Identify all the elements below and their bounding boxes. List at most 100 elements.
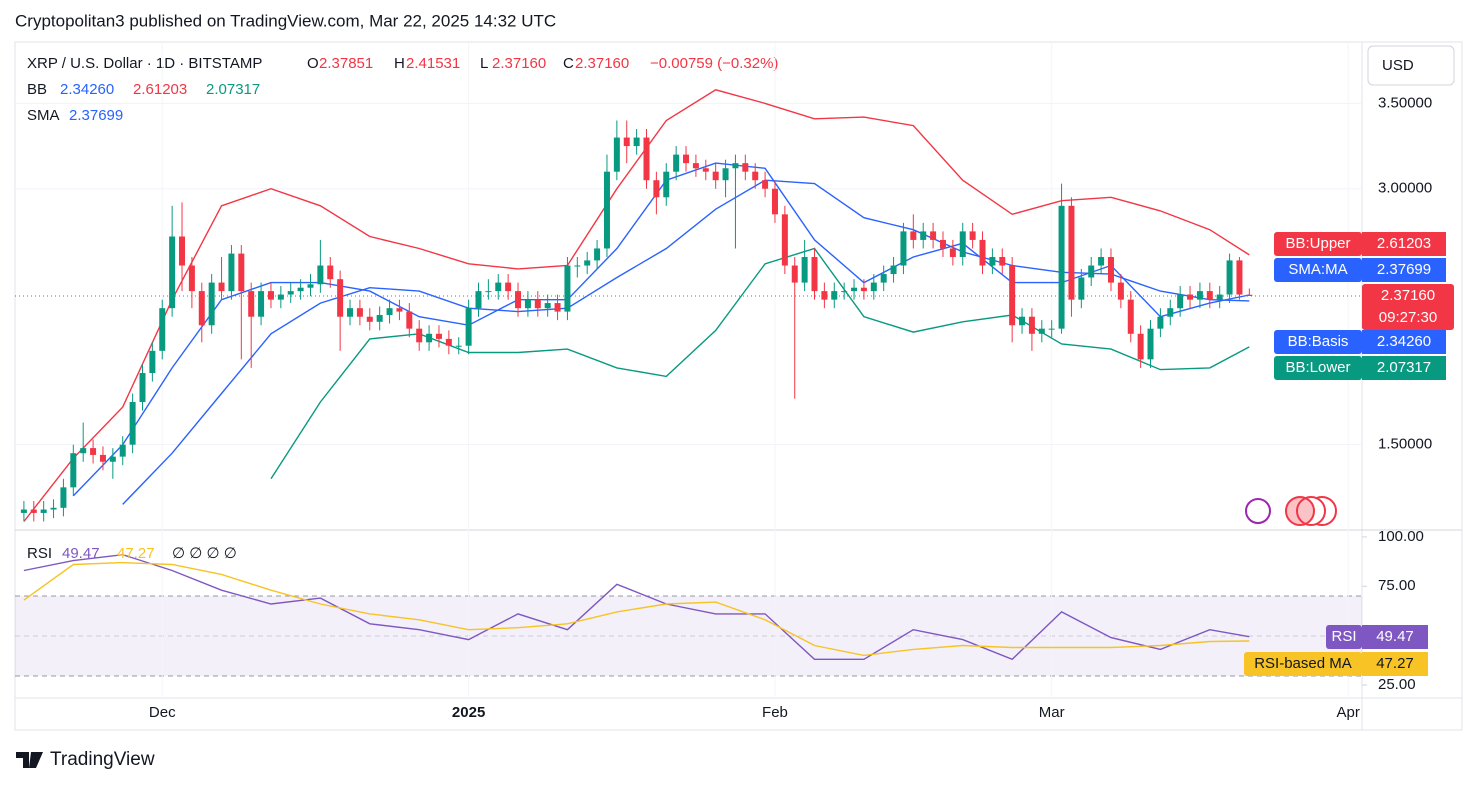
- candle-body: [445, 338, 452, 346]
- candle-body: [900, 231, 907, 266]
- candle-body: [841, 291, 848, 293]
- candle-body: [544, 303, 551, 309]
- candle-body: [198, 291, 205, 326]
- candle-body: [356, 308, 363, 317]
- candle-body: [1177, 294, 1184, 309]
- axis-value-box: [1362, 356, 1446, 380]
- candle-body: [673, 154, 680, 172]
- candle-body: [1117, 282, 1124, 300]
- candle-body: [949, 248, 956, 257]
- y-tick-label: 25.00: [1378, 676, 1416, 693]
- candle-body: [653, 180, 660, 198]
- candle-body: [742, 163, 749, 172]
- candle-body: [307, 284, 314, 288]
- candle-body: [811, 256, 818, 292]
- last-price-box: [1362, 283, 1454, 330]
- axis-name: BB:Basis: [1288, 333, 1349, 350]
- currency-label[interactable]: USD: [1382, 57, 1414, 74]
- candle-body: [258, 291, 265, 317]
- axis-value: 2.61203: [1377, 235, 1431, 252]
- candle-body: [939, 239, 946, 249]
- candle-body: [1157, 316, 1164, 329]
- candle-body: [1127, 299, 1134, 334]
- candle-body: [277, 294, 284, 300]
- candle-body: [1028, 316, 1035, 334]
- candle-body: [1226, 260, 1233, 295]
- candle-body: [692, 163, 699, 169]
- candle-body: [1187, 294, 1194, 300]
- icon[interactable]: [1285, 496, 1315, 526]
- candle-body: [851, 287, 858, 292]
- icon[interactable]: [1296, 496, 1326, 526]
- candle-body: [179, 236, 186, 266]
- candle-body: [366, 316, 373, 322]
- candle-body: [1098, 256, 1105, 266]
- candle-body: [149, 350, 156, 374]
- candle-body: [870, 282, 877, 292]
- candle-body: [821, 291, 828, 300]
- candle-body: [267, 291, 274, 300]
- candle-body: [129, 402, 136, 445]
- axis-name: RSI: [1331, 628, 1356, 645]
- axis-value-box: [1362, 258, 1446, 282]
- candle-body: [1088, 265, 1095, 278]
- candle-body: [20, 509, 27, 513]
- candle-body: [1107, 256, 1114, 283]
- candle-body: [910, 231, 917, 240]
- candle-body: [594, 248, 601, 261]
- candle-body: [771, 188, 778, 215]
- y-tick-label: 3.50000: [1378, 94, 1432, 111]
- candle-body: [584, 260, 591, 266]
- axis-value-box: [1362, 330, 1446, 354]
- candle-body: [109, 456, 116, 462]
- candle-body: [317, 265, 324, 285]
- candle-body: [930, 231, 937, 240]
- ohlc-key: L: [480, 55, 488, 72]
- indicator-value: 2.34260: [60, 81, 114, 98]
- change: −0.00759 (−0.32%): [650, 55, 778, 72]
- axis-name: RSI-based MA: [1254, 655, 1352, 672]
- candle-body: [781, 214, 788, 266]
- icon[interactable]: [1245, 498, 1271, 524]
- candle-body: [554, 303, 561, 312]
- candle-body: [603, 171, 610, 249]
- candle-body: [169, 236, 176, 309]
- candle-body: [890, 265, 897, 275]
- candle-body: [1058, 205, 1065, 329]
- candle-body: [1196, 291, 1203, 300]
- candle-body: [1216, 294, 1223, 300]
- candle-body: [119, 444, 126, 457]
- candle-body: [386, 308, 393, 316]
- indicator-name: BB: [27, 81, 47, 98]
- candle-body: [574, 265, 581, 267]
- candle-body: [70, 453, 77, 488]
- axis-value-box: [1362, 232, 1446, 256]
- candle-body: [1019, 316, 1026, 326]
- candle-body: [426, 333, 433, 343]
- rsi-legend-value: 47.27: [117, 545, 155, 562]
- rsi-line: [23, 553, 1250, 661]
- candle-body: [396, 308, 403, 312]
- symbol: XRP / U.S. Dollar · 1D · BITSTAMP: [27, 55, 262, 72]
- countdown: 09:27:30: [1379, 309, 1437, 326]
- candle-body: [1048, 328, 1055, 330]
- candle-body: [712, 171, 719, 181]
- candle-body: [524, 299, 531, 309]
- candle-body: [248, 291, 255, 317]
- candle-body: [979, 239, 986, 266]
- x-tick-label: Apr: [1336, 704, 1359, 721]
- ohlc-key: O: [307, 55, 319, 72]
- axis-name-box: [1274, 356, 1362, 380]
- axis-value-box: [1362, 625, 1428, 649]
- x-tick-label: 2025: [452, 704, 485, 721]
- currency-button[interactable]: [1367, 45, 1455, 86]
- candle-body: [1137, 333, 1144, 360]
- candle-body: [969, 231, 976, 240]
- indicator-line: [23, 89, 1250, 522]
- indicator-line: [270, 247, 1250, 480]
- price-pane: [20, 89, 1253, 522]
- candle-body: [1078, 277, 1085, 300]
